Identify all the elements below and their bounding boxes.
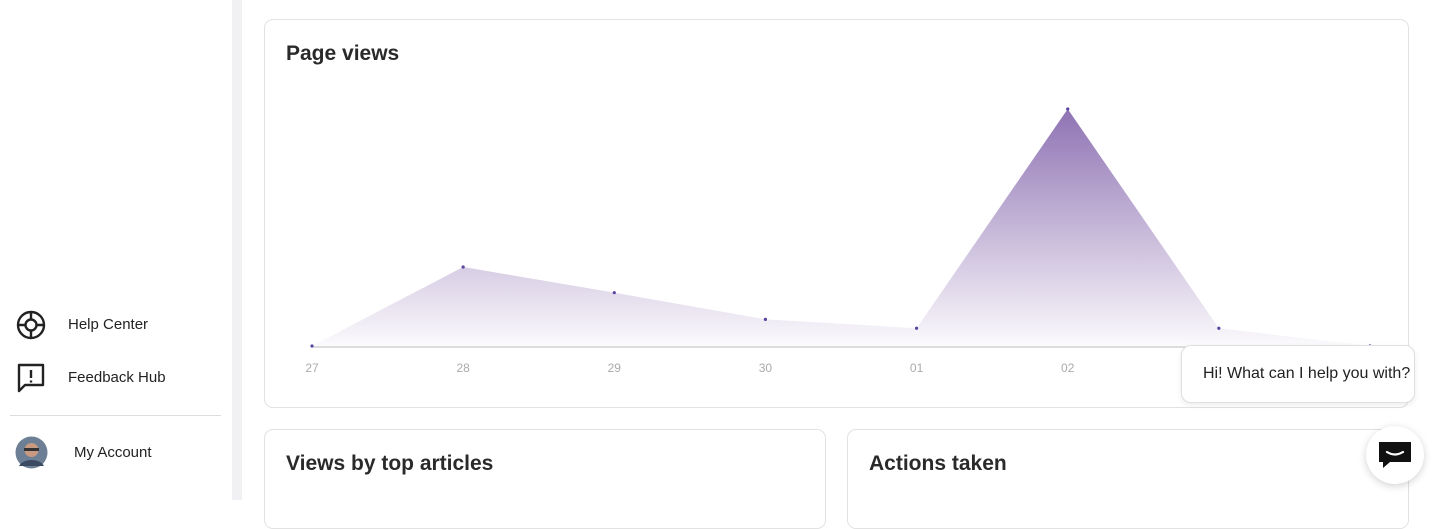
point — [461, 265, 465, 269]
point — [1217, 326, 1221, 330]
card: Actions taken — [847, 429, 1409, 529]
chat-button[interactable] — [1366, 426, 1424, 484]
point — [914, 326, 919, 330]
x-tick-label: 28 — [456, 361, 470, 375]
x-tick-label: 29 — [608, 361, 622, 375]
nav-item[interactable]: Help Center — [68, 316, 149, 333]
chart: 27 28 29 30 01 02 — [305, 107, 1372, 375]
feedback-icon — [17, 363, 45, 393]
x-tick-label: 30 — [759, 361, 773, 375]
sidebar: Help Center Feedback Hub My Account — [0, 0, 232, 500]
account-link[interactable]: My Account — [74, 444, 152, 461]
x-tick-label: 02 — [1061, 361, 1075, 375]
card: Views by top articles — [264, 429, 826, 529]
x-tick-label: 27 — [305, 361, 319, 375]
area — [312, 109, 1370, 346]
nav-item[interactable]: Feedback Hub — [68, 369, 166, 386]
chat-bubble[interactable]: Hi! What can I help you with? — [1181, 345, 1415, 403]
card-title: Actions taken — [869, 452, 1007, 475]
help-icon — [16, 310, 46, 340]
point — [1066, 107, 1070, 111]
point — [310, 344, 314, 348]
x-tick-label: 01 — [910, 361, 924, 375]
point — [763, 317, 768, 321]
card-title: Views by top articles — [286, 452, 494, 475]
chart-title: Page views — [286, 42, 400, 65]
divider — [10, 415, 221, 416]
gutter — [232, 0, 242, 500]
avatar[interactable] — [15, 436, 48, 469]
chat-icon — [1379, 442, 1411, 468]
point — [612, 291, 616, 295]
